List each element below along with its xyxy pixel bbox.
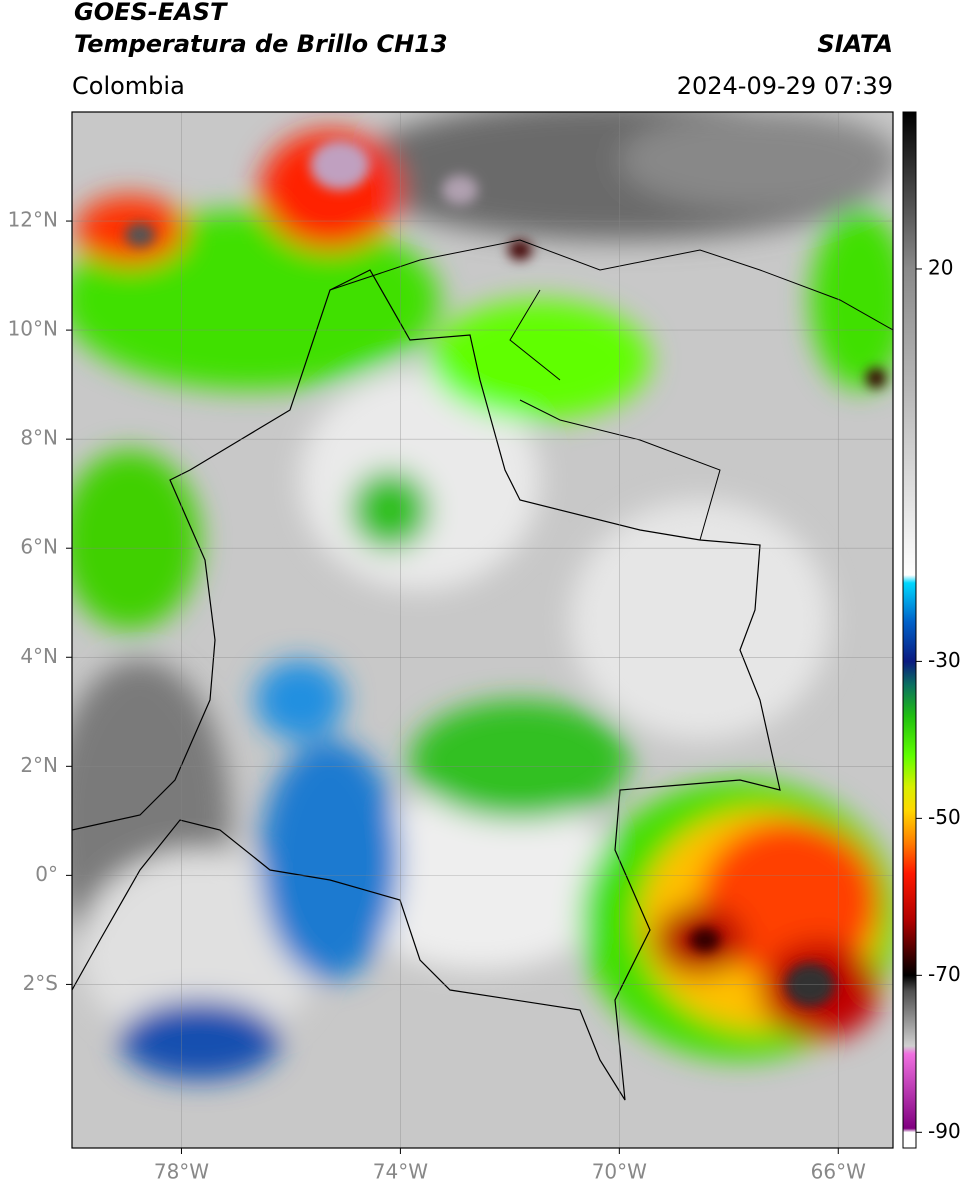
colorbar-tick-label: -90 (928, 1119, 961, 1143)
y-tick-label: 2°S (23, 971, 58, 995)
colorbar: 20 -30 -50 -70 -90 (902, 111, 961, 1149)
colorbar-tick-label: -50 (928, 805, 961, 829)
y-tick-label: 4°N (20, 644, 58, 668)
y-tick-label: 6°N (20, 535, 58, 559)
satellite-image (72, 112, 893, 1148)
region: Colombia (72, 72, 185, 100)
map-frame (71, 111, 894, 1149)
y-tick-label: 12°N (8, 208, 58, 232)
x-tick-label: 70°W (592, 1160, 647, 1184)
colorbar-fill (902, 111, 917, 1149)
y-tick-label: 0° (35, 862, 58, 886)
title: GOES-EAST (74, 0, 228, 26)
graticule: 78°W 74°W 70°W 66°W 12°N 10°N 8°N 6°N 4°N 2°N 0° 2°… (8, 112, 893, 1184)
y-tick-label: 10°N (8, 317, 58, 341)
colorbar-tick-label: -30 (928, 648, 961, 672)
datetime: 2024-09-29 07:39 (677, 72, 893, 100)
x-tick-label: 66°W (811, 1160, 866, 1184)
y-tick-label: 2°N (20, 753, 58, 777)
x-tick-label: 78°W (154, 1160, 209, 1184)
source: SIATA (817, 30, 893, 58)
colorbar-tick-label: -70 (928, 962, 961, 986)
y-tick-label: 8°N (20, 426, 58, 450)
subtitle: Temperatura de Brillo CH13 (74, 30, 448, 58)
colorbar-tick-label: 20 (928, 255, 953, 279)
x-tick-label: 74°W (373, 1160, 428, 1184)
